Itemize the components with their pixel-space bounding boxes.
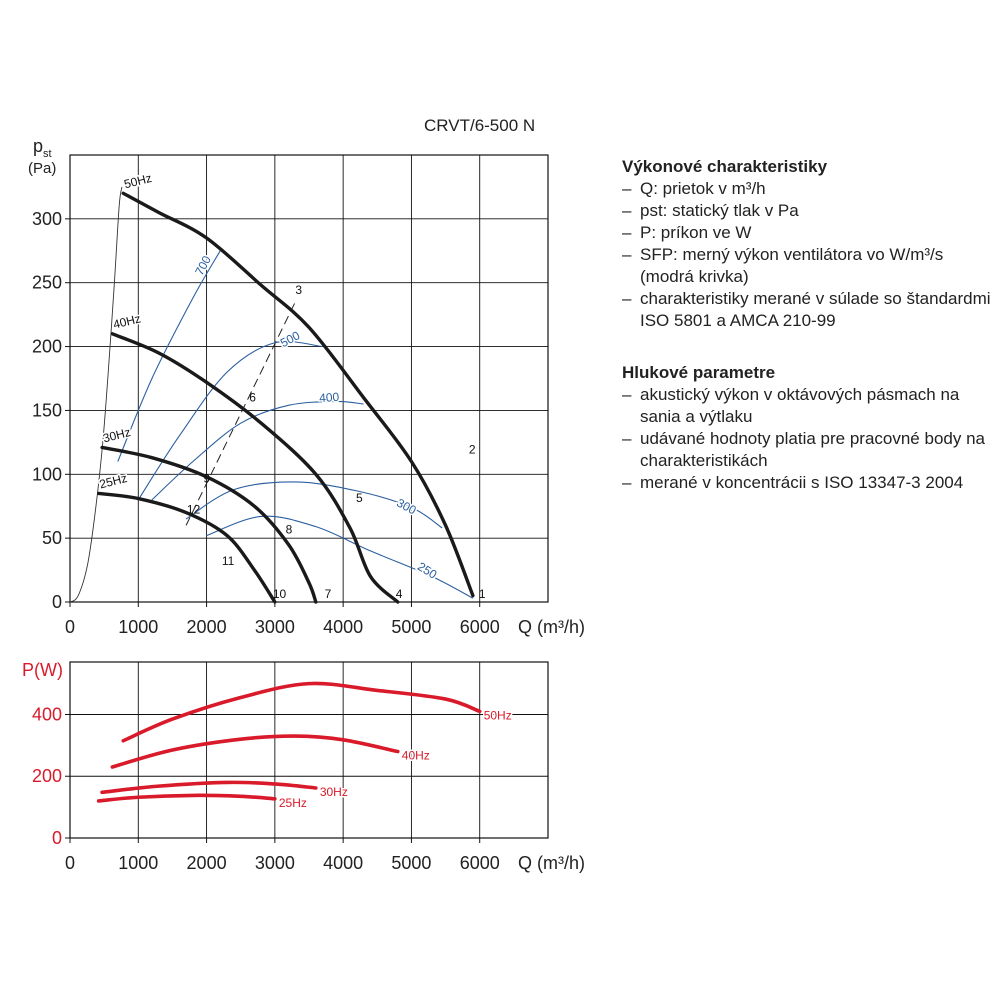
upper-chart-axes: 0 1000 2000 3000 4000 5000 6000050100150200250… bbox=[28, 136, 585, 637]
upper-xtick-label: 4000 bbox=[323, 617, 363, 637]
performance-heading: Výkonové charakteristiky bbox=[622, 157, 828, 176]
operating-point-label: 8 bbox=[286, 523, 293, 537]
upper-xtick-label: 5000 bbox=[391, 617, 431, 637]
upper-y-label-main: p bbox=[33, 136, 43, 156]
sfp-curve bbox=[137, 340, 323, 501]
upper-xtick-label: 3000 bbox=[255, 617, 295, 637]
sfp-curve-label: 300 bbox=[394, 496, 419, 518]
dashed-reference-line bbox=[185, 301, 296, 526]
lower-xtick-label: 4000 bbox=[323, 853, 363, 873]
lower-ytick-label: 400 bbox=[32, 704, 62, 724]
pressure-curve bbox=[121, 191, 475, 598]
performance-note: SFP: merný výkon ventilátora vo W/m³/s (… bbox=[622, 244, 992, 288]
operating-point-label: 1 bbox=[479, 587, 486, 601]
lower-x-axis-label: Q (m³/h) bbox=[518, 853, 585, 873]
operating-point-label: 12 bbox=[187, 503, 201, 517]
upper-ytick-label: 200 bbox=[32, 337, 62, 357]
upper-ytick-label: 150 bbox=[32, 400, 62, 420]
sfp-curve bbox=[206, 515, 474, 599]
upper-plot-frame bbox=[69, 154, 549, 603]
operating-point-label: 4 bbox=[396, 587, 403, 601]
power-curve-label: 50Hz bbox=[484, 708, 512, 722]
lower-xtick-label: 1000 bbox=[118, 853, 158, 873]
operating-point-label: 7 bbox=[325, 587, 332, 601]
upper-ytick-label: 250 bbox=[32, 273, 62, 293]
lower-chart-axes: 0 1000 2000 3000 4000 5000 6000 0 200 400 Q (m³/h)… bbox=[22, 660, 585, 873]
upper-ytick-label: 100 bbox=[32, 464, 62, 484]
pressure-curve-label: 50Hz bbox=[123, 171, 154, 191]
operating-point-label: 10 bbox=[273, 587, 287, 601]
upper-xtick-label: 2000 bbox=[187, 617, 227, 637]
operating-point-label: 2 bbox=[469, 443, 476, 457]
lower-xtick-label: 2000 bbox=[187, 853, 227, 873]
power-curve-label: 30Hz bbox=[320, 785, 348, 799]
performance-note: P: príkon ve W bbox=[622, 222, 992, 244]
upper-x-axis-label: Q (m³/h) bbox=[518, 617, 585, 637]
lower-xtick-label: 3000 bbox=[255, 853, 295, 873]
performance-notes: Výkonové charakteristiky Q: prietok v m³… bbox=[622, 156, 992, 332]
lower-ytick-label: 200 bbox=[32, 766, 62, 786]
sfp-curve bbox=[151, 400, 364, 501]
upper-ytick-label: 300 bbox=[32, 209, 62, 229]
upper-ytick-label: 50 bbox=[42, 528, 62, 548]
upper-y-label-sub: st bbox=[43, 148, 52, 160]
sfp-curve bbox=[117, 250, 221, 462]
power-curve bbox=[121, 681, 482, 743]
chart-title: CRVT/6-500 N bbox=[424, 116, 535, 135]
power-curves: 50Hz 40Hz 30Hz 25Hz bbox=[96, 681, 513, 811]
operating-point-label: 5 bbox=[356, 491, 363, 505]
upper-y-axis-unit: (Pa) bbox=[28, 160, 56, 177]
sfp-curve-label: 700 bbox=[192, 253, 214, 278]
power-curve bbox=[96, 793, 277, 803]
pressure-curve-label: 40Hz bbox=[112, 311, 143, 331]
noise-note: merané v koncentrácii s ISO 13347-3 2004 bbox=[622, 472, 992, 494]
pressure-curve bbox=[96, 491, 277, 604]
operating-point-label: 6 bbox=[249, 390, 256, 404]
upper-y-axis-label: pst bbox=[33, 136, 52, 160]
power-curve-label: 40Hz bbox=[402, 749, 430, 763]
system-curve bbox=[69, 186, 123, 603]
operating-point-label: 11 bbox=[222, 554, 235, 568]
lower-xtick-label: 5000 bbox=[391, 853, 431, 873]
lower-ytick-label: 0 bbox=[52, 828, 62, 848]
operating-point-label: 9 bbox=[203, 472, 210, 486]
lower-chart-grid bbox=[69, 661, 549, 839]
upper-xtick-label: 1000 bbox=[118, 617, 158, 637]
noise-heading: Hlukové parametre bbox=[622, 363, 776, 382]
lower-xtick-label: 6000 bbox=[460, 853, 500, 873]
pressure-curve-label: 30Hz bbox=[101, 425, 132, 445]
lower-y-axis-label: P(W) bbox=[22, 660, 63, 680]
upper-xtick-label: 6000 bbox=[460, 617, 500, 637]
operating-point-label: 3 bbox=[295, 283, 302, 297]
sfp-curve bbox=[185, 481, 443, 529]
noise-notes: Hlukové parametre akustický výkon v oktá… bbox=[622, 362, 992, 494]
performance-note: charakteristiky merané v súlade so štand… bbox=[622, 288, 992, 332]
noise-note: akustický výkon v oktávových pásmach na … bbox=[622, 384, 992, 428]
pressure-curve bbox=[110, 332, 400, 604]
lower-plot-frame bbox=[69, 661, 549, 839]
pressure-curve bbox=[100, 445, 318, 604]
performance-note: pst: statický tlak v Pa bbox=[622, 200, 992, 222]
power-curve-label: 25Hz bbox=[279, 796, 307, 810]
power-curve bbox=[110, 734, 400, 769]
performance-note: Q: prietok v m³/h bbox=[622, 178, 992, 200]
noise-note: udávané hodnoty platia pre pracovné body… bbox=[622, 428, 992, 472]
upper-ytick-label: 0 bbox=[52, 592, 62, 612]
upper-chart-grid bbox=[69, 154, 549, 603]
upper-xtick-label: 0 bbox=[65, 617, 75, 637]
sfp-curve-label: 400 bbox=[319, 390, 340, 405]
power-curve bbox=[100, 780, 318, 795]
lower-xtick-label: 0 bbox=[65, 853, 75, 873]
